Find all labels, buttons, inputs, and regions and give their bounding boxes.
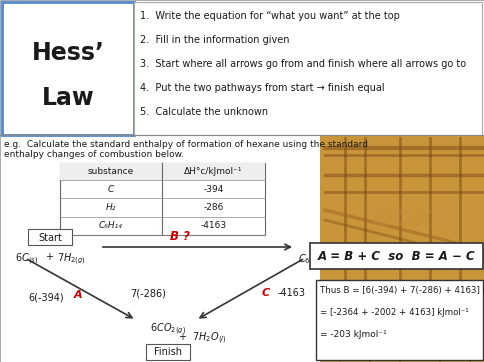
Text: C: C: [108, 185, 114, 194]
Text: -286: -286: [203, 203, 224, 212]
Text: $7H_{2(g)}$: $7H_{2(g)}$: [57, 252, 86, 268]
Bar: [60, 163, 265, 180]
Text: $6CO_{2(g)}$: $6CO_{2(g)}$: [150, 322, 186, 337]
Bar: [28, 229, 72, 245]
Text: = [-2364 + -2002 + 4163] kJmol⁻¹: = [-2364 + -2002 + 4163] kJmol⁻¹: [320, 308, 469, 317]
Text: $6C_{(s)}$: $6C_{(s)}$: [15, 252, 38, 268]
Text: 7(-286): 7(-286): [130, 288, 166, 298]
Text: -394: -394: [203, 185, 224, 194]
Bar: [2, 2, 134, 135]
Text: +  $7H_2O_{(l)}$: + $7H_2O_{(l)}$: [178, 331, 227, 346]
Text: e.g.  Calculate the standard enthalpy of formation of hexane using the standard: e.g. Calculate the standard enthalpy of …: [4, 140, 368, 149]
Text: +: +: [45, 252, 53, 262]
Bar: [320, 290, 484, 362]
Bar: [310, 243, 483, 269]
Text: C₆H₁₄: C₆H₁₄: [99, 221, 123, 230]
Text: C: C: [262, 288, 270, 298]
Text: A: A: [74, 290, 82, 300]
Text: Law: Law: [42, 86, 94, 110]
Text: B ?: B ?: [170, 230, 190, 243]
Bar: [316, 280, 483, 360]
Bar: [134, 2, 482, 135]
Bar: [146, 344, 190, 360]
Text: Thus B = [6(-394) + 7(-286) + 4163] kJmol⁻¹: Thus B = [6(-394) + 7(-286) + 4163] kJmo…: [320, 286, 484, 295]
Text: H₂: H₂: [106, 203, 116, 212]
Text: 5.  Calculate the unknown: 5. Calculate the unknown: [140, 107, 268, 117]
Text: Start: Start: [38, 233, 62, 243]
Text: 4.  Put the two pathways from start → finish equal: 4. Put the two pathways from start → fin…: [140, 83, 385, 93]
Text: substance: substance: [88, 167, 134, 176]
Text: 1.  Write the equation for “what you want” at the top: 1. Write the equation for “what you want…: [140, 11, 400, 21]
Text: Hess’: Hess’: [31, 41, 105, 64]
Text: ΔH°c/kJmol⁻¹: ΔH°c/kJmol⁻¹: [184, 167, 243, 176]
Text: 6(-394): 6(-394): [28, 293, 63, 303]
Text: -4163: -4163: [200, 221, 227, 230]
Bar: [60, 163, 265, 235]
Text: Finish: Finish: [154, 347, 182, 357]
Bar: [0, 135, 320, 362]
Text: 3.  Start where all arrows go from and finish where all arrows go to: 3. Start where all arrows go from and fi…: [140, 59, 466, 69]
Bar: [320, 135, 484, 290]
Text: 2.  Fill in the information given: 2. Fill in the information given: [140, 35, 289, 45]
Text: enthalpy changes of combustion below.: enthalpy changes of combustion below.: [4, 150, 184, 159]
Text: $C_6H_{14}$: $C_6H_{14}$: [298, 252, 327, 266]
Bar: [0, 135, 484, 362]
Text: -4163: -4163: [278, 288, 306, 298]
Text: A = B + C  so  B = A − C: A = B + C so B = A − C: [318, 249, 475, 262]
Text: = -203 kJmol⁻¹: = -203 kJmol⁻¹: [320, 330, 387, 339]
Text: box: box: [371, 203, 433, 232]
